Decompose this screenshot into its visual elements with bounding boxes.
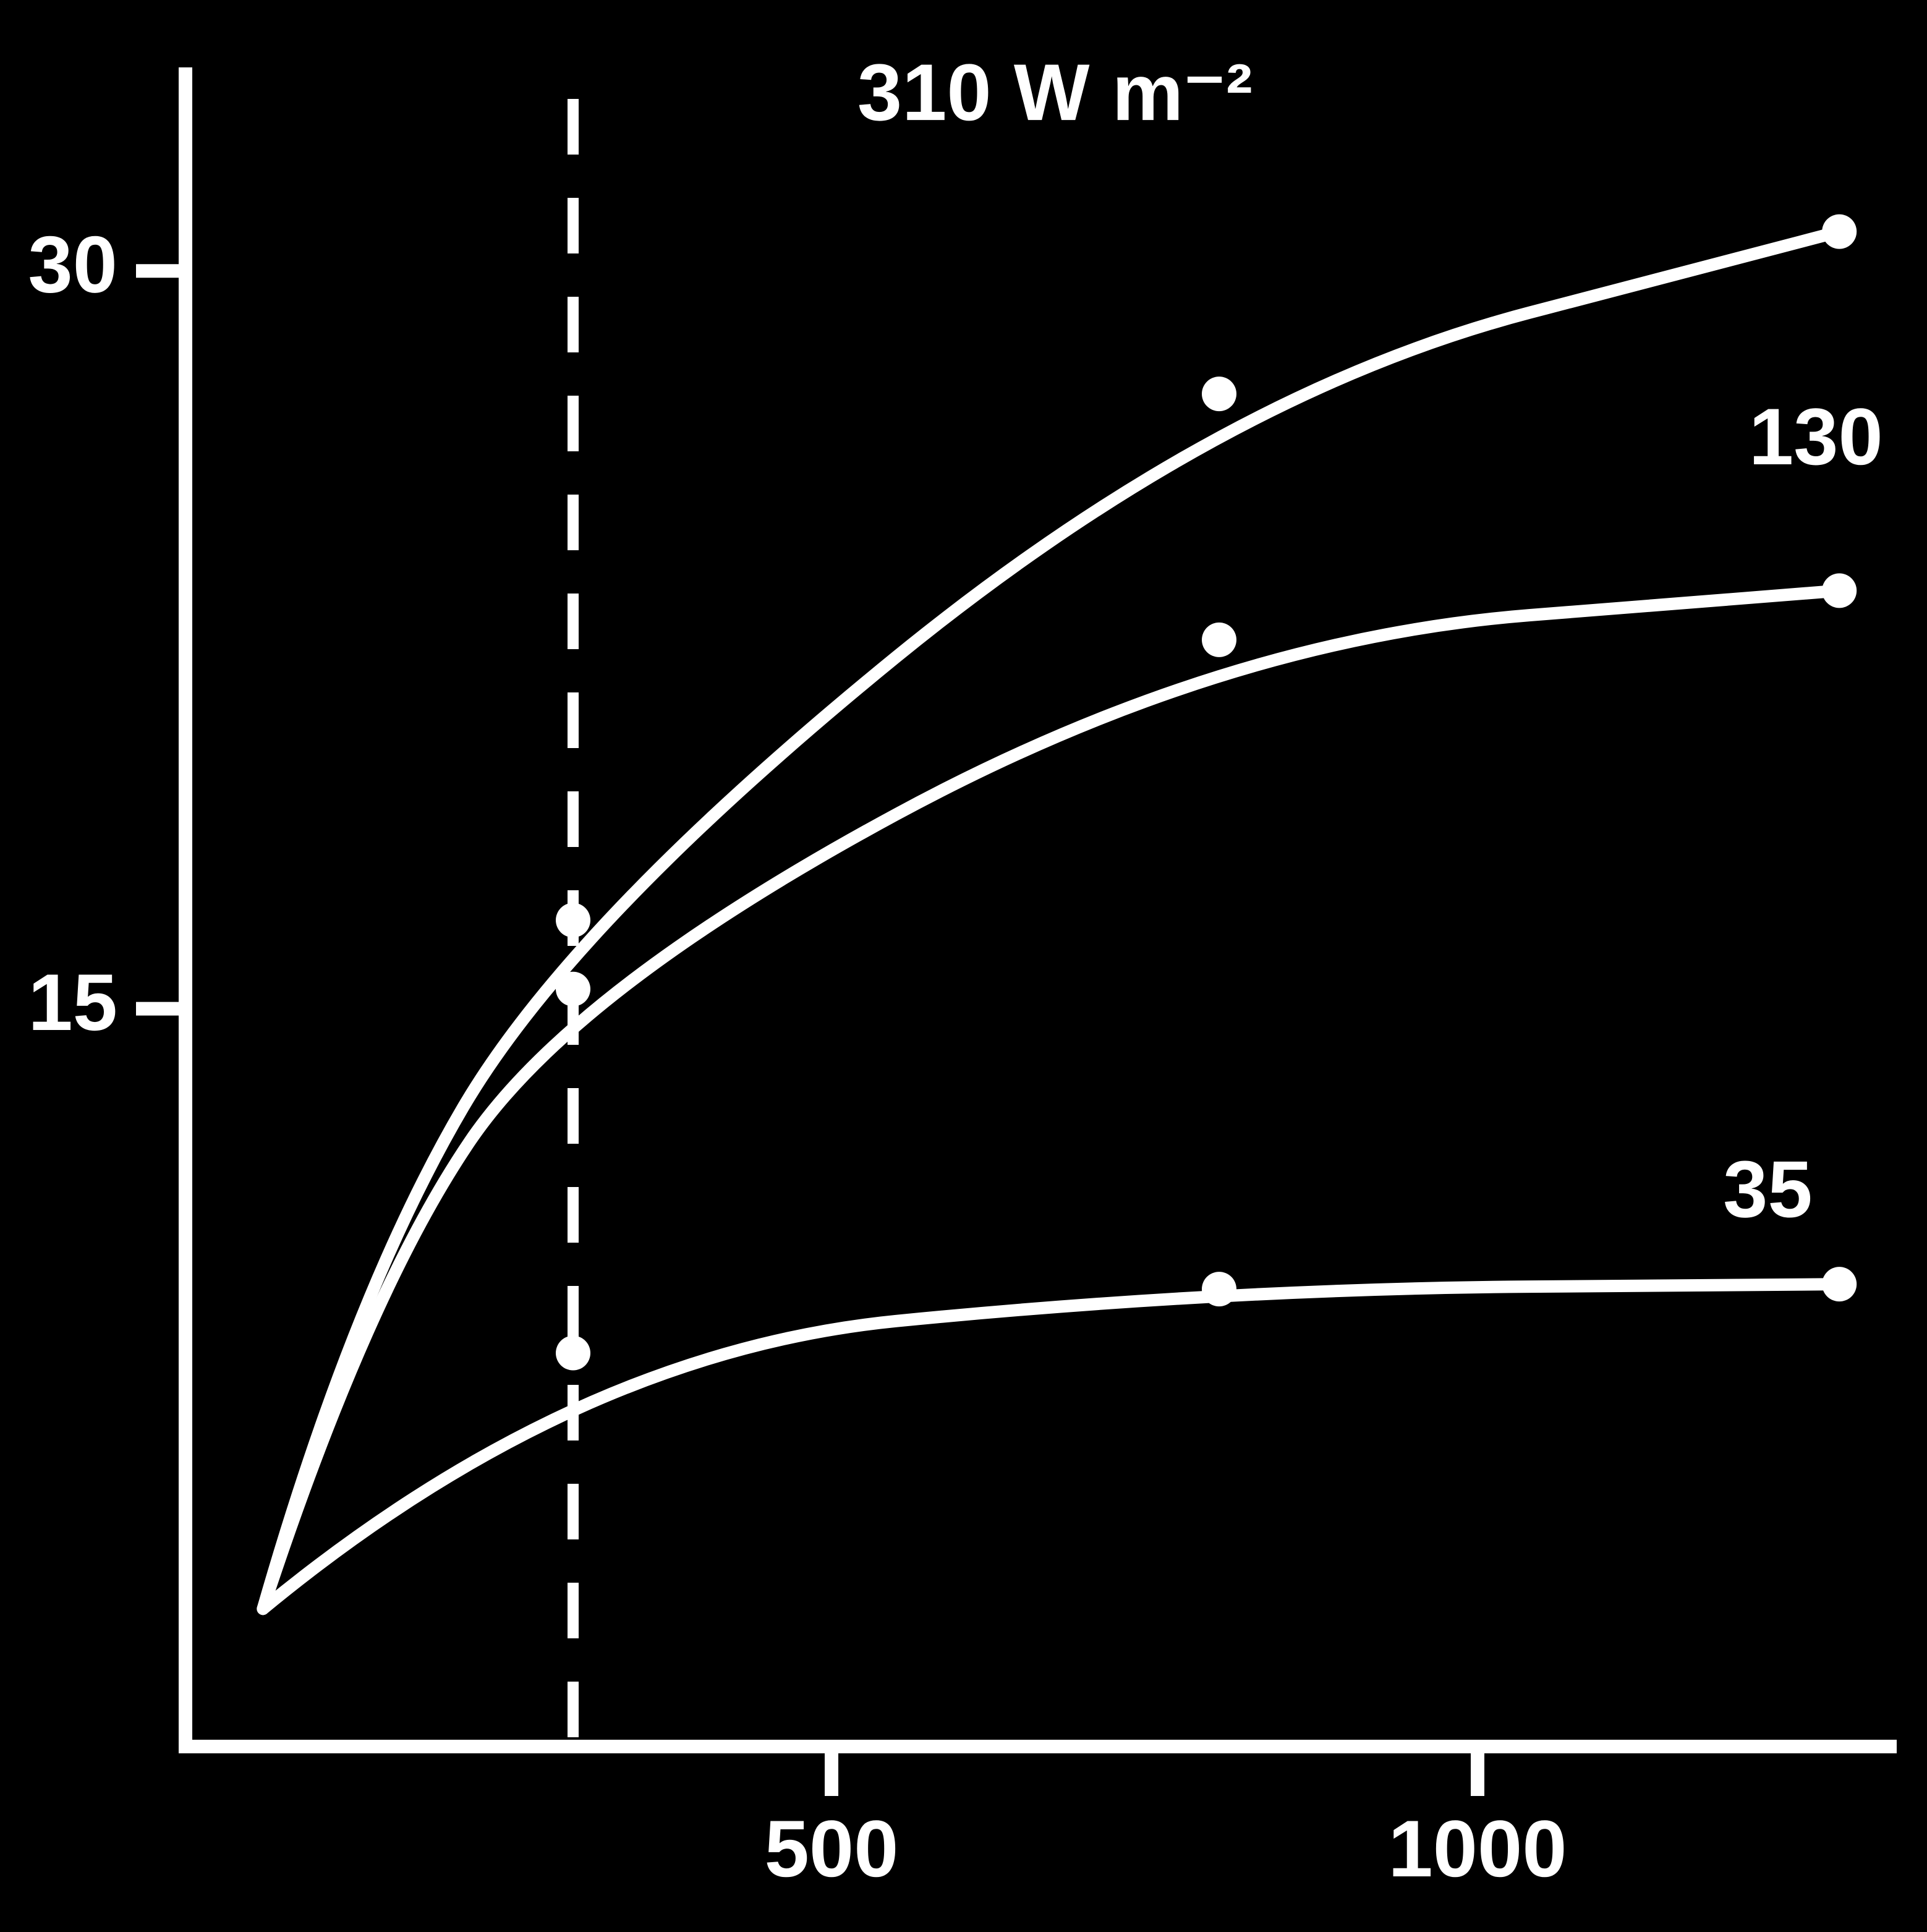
series-marker-2-3 (1822, 1267, 1857, 1301)
series-marker-0-3 (1202, 377, 1236, 411)
series-label-1: 130 (1749, 391, 1883, 482)
series-marker-0-4 (1822, 215, 1857, 249)
y-tick-label: 15 (28, 957, 117, 1047)
series-marker-1-2 (556, 972, 590, 1006)
series-marker-2-1 (556, 1336, 590, 1371)
series-marker-2-2 (1202, 1272, 1236, 1306)
chart-container: 15 30 500 1000 310 W m⁻² 130 35 (0, 0, 1927, 1932)
series-marker-1-3 (1202, 623, 1236, 657)
series-marker-0-2 (556, 903, 590, 937)
series-label-2: 35 (1723, 1144, 1813, 1234)
x-tick-label: 500 (765, 1803, 899, 1894)
chart-svg: 15 30 500 1000 310 W m⁻² 130 35 (0, 0, 1927, 1932)
series-marker-1-4 (1822, 573, 1857, 608)
y-tick-label: 30 (28, 219, 117, 310)
series-label-0: 310 W m⁻² (857, 47, 1253, 137)
x-tick-label: 1000 (1388, 1803, 1567, 1894)
